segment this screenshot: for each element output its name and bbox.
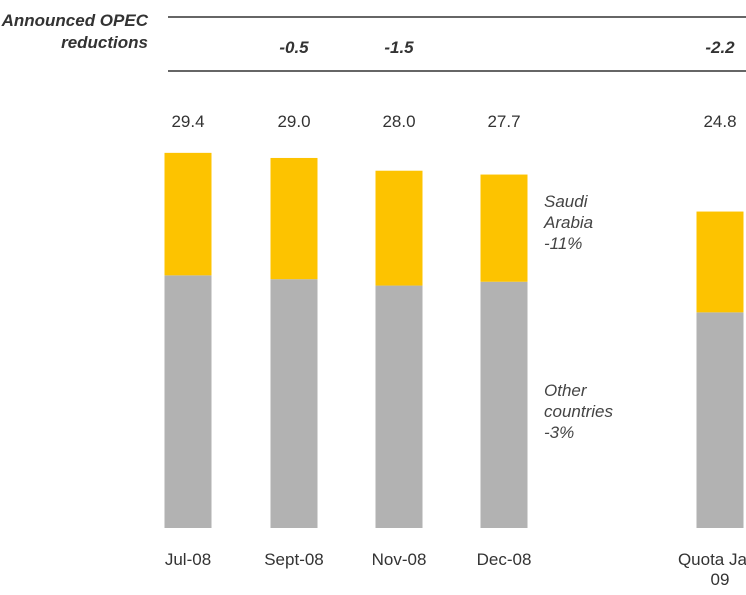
series-name: Other countries bbox=[544, 381, 613, 421]
x-tick-label: Dec-08 bbox=[476, 550, 532, 569]
series-change: -3% bbox=[544, 423, 575, 442]
bar-segment bbox=[164, 152, 212, 276]
bar-segment bbox=[375, 170, 423, 286]
reduction-label: -0.5 bbox=[279, 38, 309, 57]
x-tick-label: Jul-08 bbox=[164, 550, 212, 569]
series-change: -11% bbox=[544, 234, 583, 253]
bar-segment bbox=[480, 281, 528, 528]
bar-segment bbox=[696, 211, 744, 313]
total-label: 29.0 bbox=[277, 112, 311, 131]
reduction-label: -2.2 bbox=[705, 38, 735, 57]
total-label: 27.7 bbox=[487, 112, 521, 131]
reduction-label: -1.5 bbox=[384, 38, 414, 57]
series-name: Saudi Arabia bbox=[544, 192, 594, 232]
bar-segment bbox=[270, 279, 318, 528]
x-tick-label: Sept-08 bbox=[264, 550, 324, 569]
x-tick-label: Nov-08 bbox=[371, 550, 427, 569]
annotation-label: Announced OPEC reductions bbox=[1, 11, 148, 52]
x-tick-label: Quota Jan-09 bbox=[677, 550, 746, 589]
bar-segment bbox=[375, 285, 423, 528]
total-label: 29.4 bbox=[171, 112, 205, 131]
bar-segment bbox=[696, 312, 744, 528]
bar-segment bbox=[164, 275, 212, 528]
bar-segment bbox=[270, 157, 318, 280]
total-label: 28.0 bbox=[382, 112, 416, 131]
total-label: 24.8 bbox=[703, 112, 737, 131]
bar-segment bbox=[480, 174, 528, 282]
